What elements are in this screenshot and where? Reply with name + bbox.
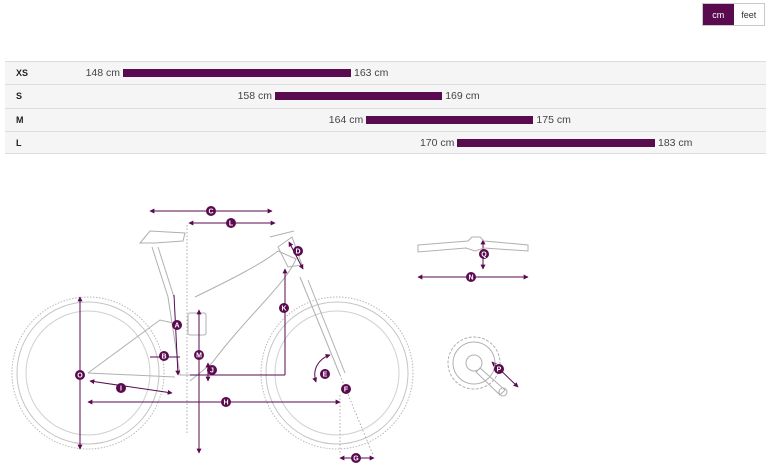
- size-label: M: [16, 114, 24, 125]
- rear-wheel-icon: [11, 296, 165, 450]
- svg-text:L: L: [229, 221, 234, 228]
- range-min: 170 cm: [419, 136, 455, 149]
- svg-text:M: M: [196, 353, 202, 360]
- range-min: 164 cm: [328, 113, 364, 126]
- svg-text:D: D: [295, 249, 300, 256]
- crankset-icon: [447, 336, 508, 397]
- marker-k: K: [279, 303, 289, 313]
- svg-text:Q: Q: [481, 252, 487, 259]
- size-row-xs: XS 148 cm 163 cm: [5, 61, 766, 85]
- marker-m: M: [194, 350, 204, 360]
- unit-cm-button[interactable]: cm: [703, 4, 734, 25]
- marker-a: A: [172, 320, 182, 330]
- front-wheel-icon: [260, 296, 414, 450]
- marker-f: F: [341, 384, 351, 394]
- range-max: 163 cm: [354, 67, 389, 79]
- svg-text:G: G: [353, 456, 359, 463]
- marker-j: J: [207, 365, 217, 375]
- range-max: 175 cm: [536, 113, 571, 126]
- marker-b: B: [159, 351, 169, 361]
- marker-n: N: [466, 272, 476, 282]
- bike-frame-icon: [87, 230, 346, 382]
- svg-text:B: B: [161, 354, 166, 361]
- marker-e: E: [320, 369, 330, 379]
- svg-text:F: F: [344, 387, 349, 394]
- size-row-s: S 158 cm 169 cm: [5, 84, 766, 108]
- marker-q: Q: [479, 249, 489, 259]
- size-chart: XS 148 cm 163 cm S 158 cm 169 cm M 164 c…: [5, 61, 766, 154]
- range-bar: [366, 115, 534, 124]
- svg-text:I: I: [120, 386, 122, 393]
- svg-text:H: H: [223, 400, 228, 407]
- svg-text:J: J: [210, 368, 214, 375]
- range-min: 158 cm: [237, 90, 272, 103]
- size-row-l: L 170 cm 183 cm: [5, 130, 766, 154]
- svg-text:C: C: [208, 209, 213, 216]
- range-max: 169 cm: [445, 90, 480, 103]
- marker-p: P: [494, 364, 504, 374]
- range-bar: [275, 92, 443, 101]
- marker-c: C: [206, 206, 216, 216]
- marker-g: G: [351, 453, 361, 463]
- unit-feet-button[interactable]: feet: [733, 4, 764, 25]
- svg-text:E: E: [323, 372, 328, 379]
- size-label: L: [16, 137, 22, 148]
- svg-text:N: N: [468, 275, 473, 282]
- range-min: 148 cm: [85, 67, 120, 79]
- marker-i: I: [116, 383, 126, 393]
- size-label: S: [16, 91, 23, 102]
- marker-o: O: [75, 370, 85, 380]
- svg-text:K: K: [281, 306, 286, 313]
- range-bar: [457, 138, 655, 147]
- marker-l: L: [226, 218, 236, 228]
- range-max: 183 cm: [658, 136, 693, 149]
- unit-toggle: cm feet: [702, 3, 765, 26]
- handlebar-icon: [417, 236, 529, 253]
- size-row-m: M 164 cm 175 cm: [5, 107, 766, 131]
- range-bar: [123, 69, 351, 77]
- bike-geometry-diagram: A B C D E F G H I J K L M N O P Q: [11, 206, 529, 463]
- marker-d: D: [293, 246, 303, 256]
- marker-h: H: [221, 397, 231, 407]
- size-label: XS: [16, 68, 29, 78]
- svg-text:P: P: [497, 367, 502, 374]
- svg-text:A: A: [174, 323, 179, 330]
- svg-text:O: O: [77, 373, 83, 380]
